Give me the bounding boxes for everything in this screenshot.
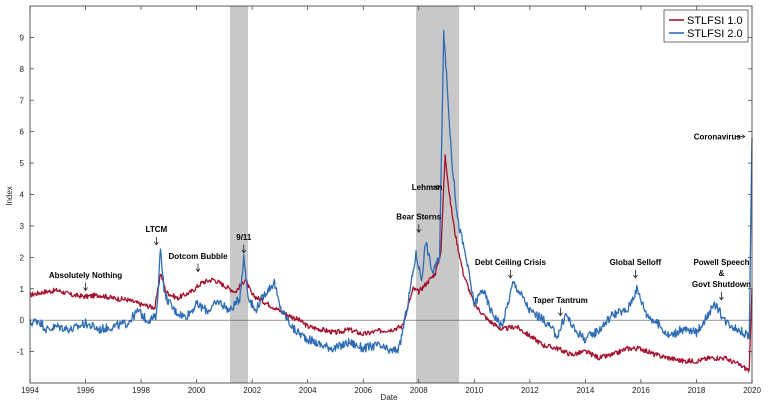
annotation-4: Bear Sterns (396, 213, 441, 222)
annotation-9: Powell Speech (693, 258, 749, 267)
annotation-10: & (719, 269, 725, 278)
series-line-1 (29, 29, 753, 355)
plot-frame (29, 5, 753, 384)
annotation-2: Dotcom Bubble (168, 252, 228, 261)
arrow-head-7 (633, 274, 638, 279)
x-tick-label-9: 2012 (521, 386, 539, 395)
x-tick-label-8: 2010 (465, 386, 483, 395)
y-tick-label-0: -1 (17, 348, 25, 357)
arrow-head-2 (195, 268, 201, 273)
annotation-8: Global Selloff (610, 258, 662, 267)
arrow-head-4 (416, 229, 422, 233)
x-tick-label-11: 2016 (632, 386, 650, 395)
series-line-0 (29, 154, 753, 373)
arrow-head-3 (241, 249, 247, 254)
annotation-0: Absolutely Nothing (49, 271, 122, 280)
annotation-5: Lehman (412, 183, 443, 192)
legend-entry-0: STLFSI 1.0 (687, 15, 743, 27)
legend-box (663, 9, 749, 43)
series-lines (29, 29, 753, 373)
x-tick-label-6: 2006 (354, 386, 372, 395)
x-tick-label-2: 1998 (132, 386, 150, 395)
annotation-6: Debt Ceiling Crisis (475, 258, 547, 267)
annotation-11: Govt Shutdown (692, 280, 751, 289)
plot-background (30, 6, 752, 383)
y-tick-label-2: 1 (20, 285, 25, 294)
shaded-period-1 (415, 6, 460, 383)
annotation-7: Taper Tantrum (533, 296, 588, 305)
arrow-head-5 (508, 274, 513, 279)
x-tick-label-7: 2008 (410, 386, 428, 395)
y-tick-label-6: 5 (20, 159, 25, 168)
y-tick-label-3: 2 (20, 253, 25, 262)
x-axis-label: Date (381, 393, 398, 402)
x-tick-label-5: 2004 (299, 386, 317, 395)
y-tick-label-1: 0 (20, 316, 25, 325)
arrow-head-6 (558, 312, 563, 317)
legend-entry-1: STLFSI 2.0 (687, 28, 743, 40)
arrow-head-10 (741, 134, 746, 139)
plot-border (29, 5, 753, 384)
arrow-head-8 (719, 296, 724, 301)
y-tick-label-5: 4 (20, 191, 25, 200)
x-tick-label-1: 1996 (77, 386, 95, 395)
x-tick-label-12: 2018 (688, 386, 706, 395)
x-tick-label-0: 1994 (21, 386, 39, 395)
x-tick-label-10: 2014 (576, 386, 594, 395)
x-tick-label-3: 2000 (188, 386, 206, 395)
arrow-head-0 (83, 287, 88, 292)
arrow-head-9 (436, 184, 441, 190)
annotation-12: Coronavirus (694, 133, 742, 142)
y-tick-label-8: 7 (20, 96, 25, 105)
y-tick-label-9: 8 (20, 65, 25, 74)
x-tick-label-4: 2002 (243, 386, 261, 395)
x-tick-label-13: 2020 (743, 386, 761, 395)
shaded-period-0 (229, 6, 248, 383)
y-tick-label-4: 3 (20, 222, 25, 231)
annotation-3: 9/11 (236, 233, 252, 242)
y-axis-label: Index (5, 186, 14, 206)
annotation-1: LTCM (146, 225, 168, 234)
y-tick-label-7: 6 (20, 128, 25, 137)
annotations: Absolutely Nothing LTCM Dotcom Bubble 9/11 B… (49, 133, 751, 317)
arrow-head-1 (154, 241, 159, 246)
y-tick-label-10: 9 (20, 33, 25, 42)
plot-area (30, 6, 752, 383)
x-axis-ticks: 1994 1996 1998 2000 2002 2004 2006 2008 2010 2012… (21, 6, 761, 395)
